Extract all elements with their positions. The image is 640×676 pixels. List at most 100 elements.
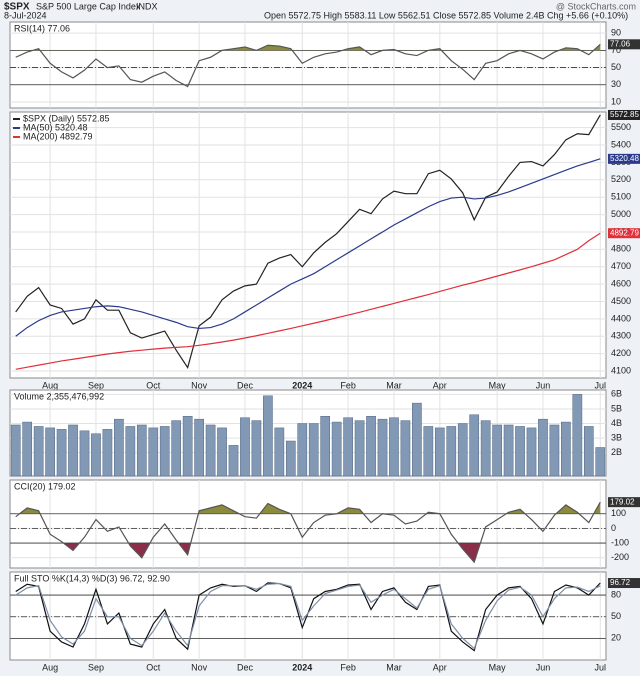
x-tick-label: Oct <box>146 380 161 390</box>
volume-bar <box>148 427 159 477</box>
x-tick-label: Mar <box>386 380 402 390</box>
volume-bar <box>68 424 78 477</box>
x-tick-label: Jun <box>536 380 551 390</box>
fill-area <box>15 543 601 563</box>
volume-bar <box>251 420 262 477</box>
y-tick-label: 4600 <box>611 278 631 288</box>
date: 8-Jul-2024 <box>4 10 47 20</box>
value-tag-label: 77.06 <box>610 39 631 48</box>
volume-bar <box>91 433 101 477</box>
volume-bar <box>515 426 525 477</box>
volume-bar <box>45 427 55 477</box>
volume-bar <box>102 429 113 477</box>
volume-bar <box>308 423 319 477</box>
volume-bar <box>274 427 285 477</box>
panel <box>9 111 607 379</box>
panel-title: RSI(14) 77.06 <box>14 23 70 33</box>
volume-bar <box>549 424 560 477</box>
y-tick-label: -200 <box>611 552 629 562</box>
y-tick-label: 5B <box>611 403 622 413</box>
volume-bar <box>366 415 376 477</box>
y-tick-label: 4700 <box>611 261 631 271</box>
y-tick-label: 4200 <box>611 348 631 358</box>
x-tick-label: May <box>489 380 507 390</box>
volume-bar <box>434 427 445 477</box>
volume-bar <box>343 417 353 477</box>
y-tick-label: 5100 <box>611 192 631 202</box>
volume-bar <box>572 394 583 477</box>
volume-bar <box>10 424 21 477</box>
series-line <box>15 582 601 650</box>
volume-bar <box>538 418 548 477</box>
x-tick-label: May <box>489 662 507 672</box>
value-tag-label: 5572.85 <box>610 110 639 119</box>
panel <box>9 21 607 109</box>
panel <box>9 571 607 661</box>
x-tick-label: Dec <box>237 380 254 390</box>
volume-bar <box>469 414 480 477</box>
y-tick-label: 4300 <box>611 331 631 341</box>
y-tick-label: -100 <box>611 537 629 547</box>
volume-bar <box>503 424 514 477</box>
volume-bar <box>56 429 67 477</box>
legend-label: MA(200) 4892.79 <box>23 131 93 141</box>
volume-bar <box>33 426 44 477</box>
volume-bar <box>446 426 457 477</box>
panel-title: CCI(20) 179.02 <box>14 481 76 491</box>
y-tick-label: 90 <box>611 28 621 38</box>
series-line <box>15 43 601 88</box>
y-tick-label: 6B <box>611 389 622 399</box>
x-tick-label: Nov <box>191 380 208 390</box>
value-tag <box>608 228 640 239</box>
x-tick-label: Aug <box>42 380 58 390</box>
quote: Open 5572.75 High 5583.11 Low 5562.51 Cl… <box>264 10 628 20</box>
volume-bar <box>240 417 250 477</box>
volume-bar <box>263 395 273 477</box>
y-tick-label: 70 <box>611 45 621 55</box>
x-tick-label: Jul <box>595 662 607 672</box>
y-tick-label: 100 <box>611 508 626 518</box>
x-tick-label: Sep <box>88 662 104 672</box>
y-tick-label: 5000 <box>611 209 631 219</box>
exchange: INDX <box>136 1 158 11</box>
credit: @ StockCharts.com <box>556 1 636 11</box>
legend-label: $SPX (Daily) 5572.85 <box>23 113 110 123</box>
symbol: $SPX <box>4 2 30 13</box>
volume-bar <box>22 421 33 477</box>
volume-bar <box>400 420 411 477</box>
y-tick-label: 5400 <box>611 139 631 149</box>
x-tick-label: Oct <box>146 662 161 672</box>
x-tick-label: Nov <box>191 662 208 672</box>
x-tick-label: Apr <box>433 662 447 672</box>
value-tag-label: 4892.79 <box>610 228 639 237</box>
value-tag-label: 5320.48 <box>610 154 639 163</box>
volume-bar <box>159 426 170 477</box>
x-tick-label: 2024 <box>292 380 312 390</box>
volume-bar <box>297 423 308 477</box>
volume-bar <box>114 418 124 477</box>
value-tag <box>608 39 640 50</box>
x-tick-label: Aug <box>42 662 58 672</box>
y-tick-label: 20 <box>611 633 621 643</box>
panel <box>9 479 607 569</box>
y-tick-label: 4500 <box>611 296 631 306</box>
y-tick-label: 4400 <box>611 313 631 323</box>
x-tick-label: Jun <box>536 662 551 672</box>
series-line <box>15 232 601 370</box>
volume-bar <box>492 424 502 477</box>
y-tick-label: 50 <box>611 62 621 72</box>
series-line <box>15 501 601 564</box>
x-tick-label: Apr <box>433 380 447 390</box>
series-line <box>15 158 601 337</box>
legend-label: MA(50) 5320.48 <box>23 122 88 132</box>
volume-bar <box>561 421 571 477</box>
volume-bar <box>377 418 388 477</box>
x-tick-label: Dec <box>237 662 254 672</box>
x-tick-label: Feb <box>340 662 356 672</box>
volume-bar <box>194 418 204 477</box>
volume-bar <box>79 430 90 477</box>
y-tick-label: 4B <box>611 418 622 428</box>
value-tag <box>608 153 640 164</box>
y-tick-label: 4100 <box>611 365 631 375</box>
volume-bar <box>331 421 342 477</box>
